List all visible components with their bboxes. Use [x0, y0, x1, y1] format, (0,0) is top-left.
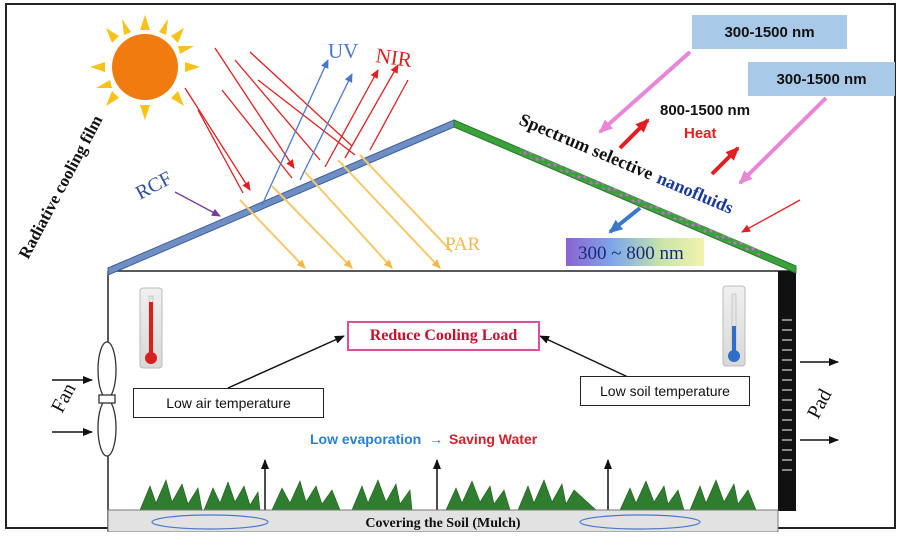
- radiative-cooling-film-label: Radiative cooling film: [15, 112, 107, 262]
- rcf-pointer: [174, 191, 221, 217]
- evaporation-line: Low evaporation → Saving Water: [310, 431, 538, 447]
- heat-arrow-2: [710, 146, 740, 176]
- nir-label: NIR: [374, 43, 413, 72]
- thermometer-cool-icon: [722, 285, 746, 367]
- pad-label: Pad: [803, 386, 837, 423]
- uv-label: UV: [328, 39, 358, 63]
- soil-to-load-arrow: [539, 335, 631, 379]
- fan-label: Fan: [47, 380, 81, 417]
- low-soil-temperature-box: Low soil temperature: [580, 376, 750, 406]
- fan-icon: [97, 341, 117, 457]
- mulch-label: Covering the Soil (Mulch): [365, 516, 520, 531]
- incoming-arrow-right: [738, 96, 828, 185]
- range-heat-label: 800-1500 nm: [660, 102, 750, 119]
- cooling-pad: [778, 271, 796, 511]
- heat-label: Heat: [684, 125, 717, 142]
- heat-arrow-1: [618, 118, 650, 150]
- red-ray-right: [741, 199, 801, 233]
- rcf-label: RCF: [132, 167, 176, 204]
- range-top-box: 300-1500 nm: [692, 15, 847, 49]
- thermometer-warm-icon: [139, 287, 163, 369]
- nir-rays: [324, 64, 409, 168]
- reduce-cooling-load-box: Reduce Cooling Load: [347, 321, 540, 351]
- range-right-box: 300-1500 nm: [748, 62, 895, 96]
- par-range-label: 300 ~ 800 nm: [578, 243, 684, 264]
- roof-left-film: [107, 119, 455, 276]
- water-ellipse-left: [151, 514, 269, 530]
- par-label: PAR: [445, 234, 481, 255]
- plants-row: [139, 479, 757, 511]
- par-range-box: [566, 238, 704, 266]
- par-transmit-arrow: [608, 206, 642, 234]
- air-to-load-arrow: [227, 335, 345, 389]
- par-rays: [239, 154, 453, 269]
- uv-rays: [261, 59, 353, 206]
- water-ellipse-right: [579, 514, 701, 530]
- nanofluid-layer: [520, 148, 760, 256]
- sun-icon: [90, 15, 200, 120]
- incoming-arrow-top: [598, 50, 692, 134]
- cooling-pad-ticks: [782, 319, 792, 471]
- low-air-temperature-box: Low air temperature: [133, 388, 324, 418]
